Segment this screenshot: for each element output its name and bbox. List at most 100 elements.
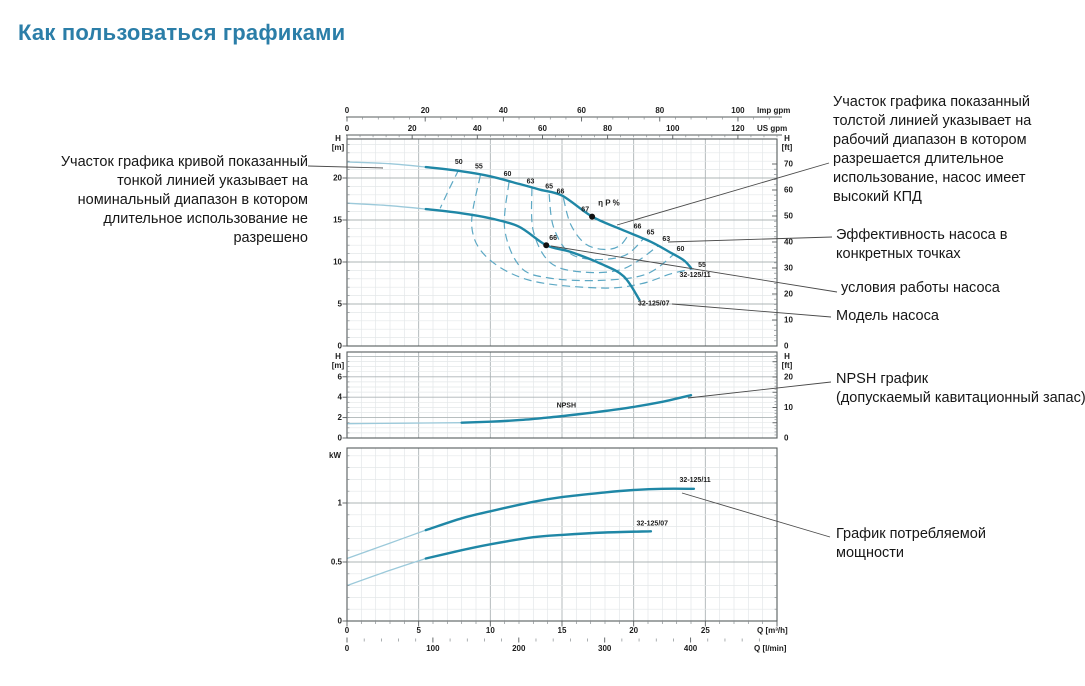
svg-text:30: 30: [784, 264, 793, 273]
svg-text:32-125/11: 32-125/11: [680, 477, 711, 484]
svg-text:32-125/07: 32-125/07: [637, 520, 669, 527]
svg-text:15: 15: [333, 216, 342, 225]
efficiency-contour-60: [503, 182, 675, 282]
svg-text:US gpm: US gpm: [757, 124, 787, 133]
duty-point-67: [589, 213, 596, 220]
curve-power-32-125-07: [424, 530, 653, 560]
svg-text:15: 15: [558, 626, 567, 635]
svg-text:40: 40: [473, 124, 482, 133]
svg-text:55: 55: [698, 262, 706, 269]
svg-text:[ft]: [ft]: [782, 361, 793, 370]
annotation-model-note: Модель насоса: [836, 308, 939, 324]
annotation-thick-line-note: Участок графика показанный толстой линие…: [833, 94, 1032, 205]
svg-text:4: 4: [338, 393, 343, 402]
svg-text:66: 66: [549, 235, 557, 242]
annotation-conditions-note: условия работы насоса: [841, 280, 1000, 296]
svg-text:120: 120: [731, 124, 745, 133]
svg-text:NPSH: NPSH: [557, 402, 576, 409]
annotation-thin-line-note: Участок графика кривой показанный тонкой…: [60, 154, 308, 246]
svg-text:200: 200: [512, 644, 526, 653]
svg-text:66: 66: [634, 223, 642, 230]
svg-text:63: 63: [662, 236, 670, 243]
svg-text:55: 55: [475, 163, 483, 170]
svg-text:0.5: 0.5: [331, 558, 343, 567]
svg-text:20: 20: [421, 106, 430, 115]
svg-text:10: 10: [784, 316, 793, 325]
svg-text:0: 0: [784, 434, 789, 443]
svg-text:10: 10: [784, 403, 793, 412]
svg-text:1: 1: [338, 499, 343, 508]
svg-text:60: 60: [538, 124, 547, 133]
svg-text:[ft]: [ft]: [782, 143, 793, 152]
svg-text:100: 100: [426, 644, 440, 653]
curve-npsh: [460, 394, 693, 424]
efficiency-contour-65: [548, 193, 645, 261]
svg-text:65: 65: [647, 229, 655, 236]
svg-text:25: 25: [701, 626, 710, 635]
svg-text:60: 60: [577, 106, 586, 115]
svg-text:80: 80: [655, 106, 664, 115]
svg-text:0: 0: [338, 617, 343, 626]
head-chart: 50 55 60 63 65 66 66 65 63 60 55 32-125/11 32-125/07…: [346, 159, 711, 308]
svg-text:Q [l/min]: Q [l/min]: [754, 644, 787, 653]
curve-32-125-11-thin: [346, 161, 426, 168]
svg-text:10: 10: [333, 258, 342, 267]
svg-text:32-125/07: 32-125/07: [638, 301, 670, 308]
svg-text:Q [m³/h]: Q [m³/h]: [757, 626, 788, 635]
svg-text:[m]: [m]: [332, 143, 345, 152]
svg-text:40: 40: [784, 238, 793, 247]
svg-text:32-125/11: 32-125/11: [680, 272, 711, 279]
svg-text:50: 50: [784, 212, 793, 221]
svg-text:5: 5: [416, 626, 421, 635]
npsh-chart: NPSH: [346, 394, 693, 425]
svg-text:0: 0: [345, 626, 350, 635]
svg-text:0: 0: [338, 342, 343, 351]
annotation-efficiency-note: Эффективность насоса в конкретных точках: [836, 227, 1008, 262]
svg-text:0: 0: [345, 106, 350, 115]
annotation-npsh-note: NPSH график (допускаемый кавитационный з…: [836, 371, 1085, 406]
svg-text:20: 20: [333, 174, 342, 183]
svg-text:63: 63: [527, 179, 535, 186]
svg-text:0: 0: [345, 124, 350, 133]
grid: [347, 139, 777, 621]
curve-power-32-125-11: [424, 487, 696, 532]
svg-text:η P %: η P %: [598, 199, 620, 208]
duty-point-66: [543, 242, 550, 249]
efficiency-contour-50: [439, 169, 460, 209]
svg-text:5: 5: [338, 300, 343, 309]
svg-text:66: 66: [557, 189, 565, 196]
svg-text:[m]: [m]: [332, 361, 345, 370]
svg-text:0: 0: [784, 342, 789, 351]
svg-text:40: 40: [499, 106, 508, 115]
efficiency-contour-55: [471, 175, 695, 289]
svg-text:20: 20: [629, 626, 638, 635]
svg-text:0: 0: [338, 434, 343, 443]
svg-text:H: H: [784, 352, 790, 361]
power-y-axis: 0 0.5 1 kW: [329, 451, 777, 626]
power-chart: 32-125/11 32-125/07: [346, 477, 711, 587]
curve-32-125-07-thin: [346, 202, 426, 210]
curve-32-125-11: [424, 165, 693, 270]
svg-text:H: H: [784, 134, 790, 143]
svg-text:Imp gpm: Imp gpm: [757, 106, 790, 115]
svg-text:kW: kW: [329, 451, 341, 460]
svg-text:60: 60: [504, 171, 512, 178]
svg-text:50: 50: [455, 159, 463, 166]
svg-text:60: 60: [677, 246, 685, 253]
svg-text:H: H: [335, 352, 341, 361]
curve-power-32-125-11-thin: [346, 529, 427, 560]
svg-text:20: 20: [784, 290, 793, 299]
svg-text:0: 0: [345, 644, 350, 653]
flow-axes-bottom: 0 5 10 15 20 25 Q [m³/h] 0 100 200 300 400 Q [l/min]: [345, 621, 788, 653]
svg-text:20: 20: [408, 124, 417, 133]
svg-text:67: 67: [581, 207, 589, 214]
svg-text:10: 10: [486, 626, 495, 635]
curve-power-32-125-07-thin: [346, 557, 426, 587]
svg-text:6: 6: [338, 372, 343, 381]
svg-text:300: 300: [598, 644, 612, 653]
